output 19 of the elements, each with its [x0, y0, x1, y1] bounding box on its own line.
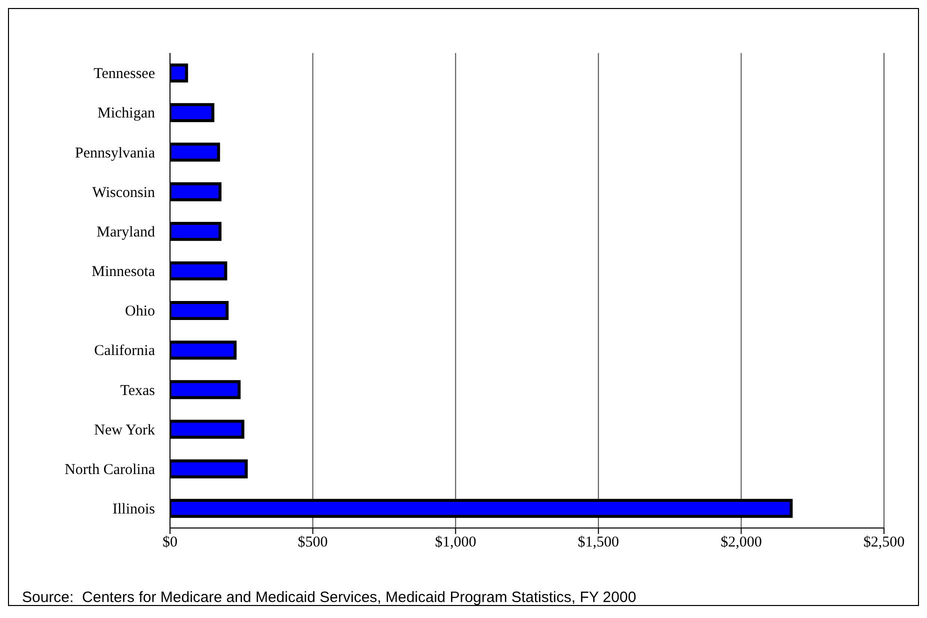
- source-note: Source: Centers for Medicare and Medicaid Services, Medicaid Program Statistics, FY 2000: [22, 589, 636, 606]
- y-tick-label: Maryland: [96, 224, 156, 240]
- x-tick-label: $1,500: [578, 534, 620, 551]
- y-tick-label: Minnesota: [92, 264, 156, 280]
- y-tick-label: Texas: [120, 382, 156, 399]
- y-tick-label: Tennessee: [94, 66, 156, 82]
- y-tick-label: North Carolina: [64, 462, 156, 478]
- y-tick-label: Michigan: [98, 106, 156, 122]
- y-tick-label: Illinois: [112, 502, 156, 518]
- x-tick-label: $2,000: [720, 534, 762, 551]
- x-tick-label: $1,000: [434, 534, 476, 551]
- y-tick-label: Ohio: [125, 304, 155, 320]
- y-tick-label: Wisconsin: [92, 184, 156, 201]
- x-tick-label: $0: [162, 534, 178, 551]
- y-tick-label: California: [94, 343, 156, 360]
- y-tick-label: Pennsylvania: [75, 145, 156, 162]
- x-tick-label: $500: [298, 534, 328, 551]
- y-tick-label: New York: [94, 422, 156, 438]
- x-tick-label: $2,500: [863, 534, 905, 551]
